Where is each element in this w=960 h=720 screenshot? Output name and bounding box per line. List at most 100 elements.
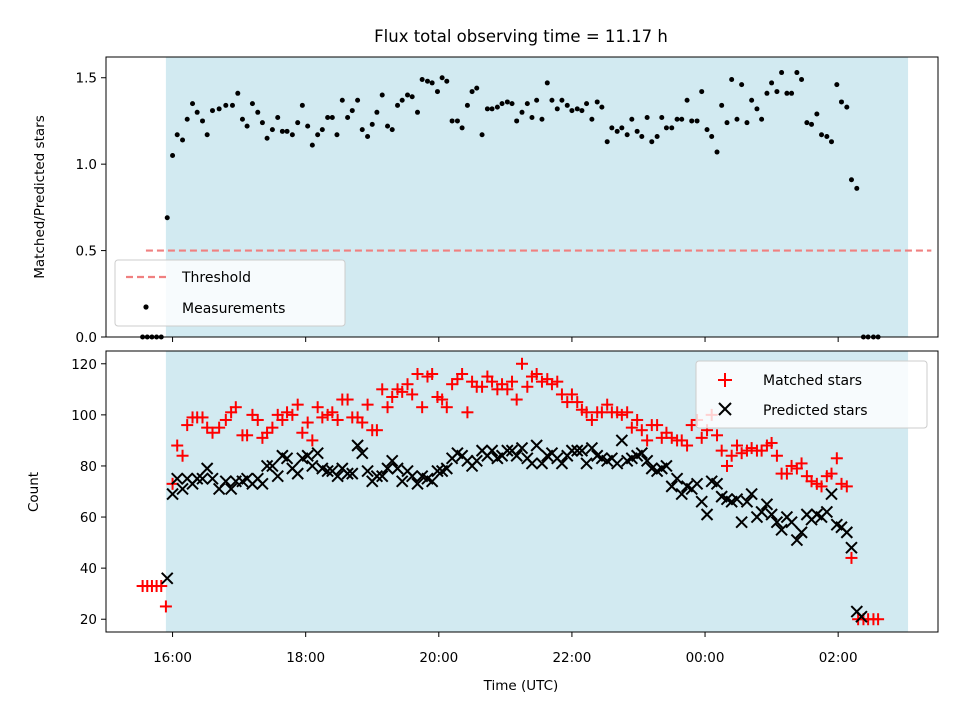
- predicted-star-point: [575, 444, 589, 457]
- predicted-star-point: [840, 526, 854, 539]
- measurement-point: [200, 118, 206, 124]
- matched-star-point: [476, 380, 489, 393]
- matched-star-point: [356, 416, 369, 429]
- predicted-star-point: [219, 475, 233, 488]
- predicted-star-point: [775, 523, 788, 537]
- measurement-point: [719, 102, 725, 108]
- measurement-point: [574, 106, 580, 112]
- predicted-star-point: [745, 487, 758, 501]
- bottom-y-tick-label: 40: [80, 561, 97, 577]
- matched-star-point: [461, 406, 474, 419]
- matched-star-point: [296, 426, 309, 439]
- x-tick-label: 18:00: [286, 650, 325, 666]
- matched-star-point: [545, 378, 558, 391]
- matched-star-point: [780, 467, 793, 480]
- top-y-tick-label: 0.5: [76, 244, 97, 260]
- predicted-star-point: [291, 467, 304, 480]
- matched-star-point: [246, 408, 259, 421]
- measurement-point: [295, 120, 301, 126]
- predicted-star-point: [280, 452, 294, 465]
- matched-star-point: [755, 444, 768, 457]
- measurement-point: [444, 78, 450, 84]
- measurement-point: [599, 104, 605, 110]
- matched-star-point: [770, 449, 783, 462]
- matched-star-point: [326, 406, 339, 419]
- measurement-point: [174, 132, 180, 138]
- matched-star-point: [715, 444, 728, 457]
- bottom-y-ticks: 20 40 60 80 100 120: [71, 357, 106, 628]
- measurement-point: [659, 114, 665, 120]
- top-y-tick-label: 1.5: [76, 71, 97, 87]
- predicted-star-point: [260, 459, 274, 473]
- measurement-point: [385, 123, 391, 129]
- measurement-point: [774, 89, 780, 95]
- measurement-point: [409, 94, 415, 100]
- matched-star-point: [805, 475, 818, 488]
- predicted-star-point: [675, 487, 688, 501]
- x-tick-label: 20:00: [419, 650, 458, 666]
- measurement-point: [663, 125, 669, 131]
- matched-star-point: [795, 457, 808, 470]
- matched-star-point: [530, 367, 543, 380]
- measurement-point: [424, 78, 430, 84]
- measurement-point: [284, 128, 290, 134]
- measurement-point: [834, 82, 840, 88]
- predicted-star-point: [376, 469, 389, 483]
- matched-star-point: [635, 424, 648, 437]
- measurement-point: [329, 114, 335, 120]
- measurement-point: [838, 99, 844, 105]
- matched-star-point: [815, 480, 828, 493]
- predicted-star-point: [485, 444, 499, 457]
- predicted-star-point: [341, 467, 354, 480]
- matched-star-point: [286, 408, 299, 421]
- measurement-point: [170, 153, 176, 159]
- matched-star-point: [411, 367, 424, 380]
- measurement-point: [479, 132, 485, 138]
- matched-star-point: [585, 413, 598, 426]
- matched-star-point: [386, 390, 399, 403]
- measurement-point: [229, 102, 235, 108]
- matched-star-point: [506, 375, 519, 388]
- measurement-point: [769, 80, 775, 86]
- x-tick-label: 00:00: [686, 650, 725, 666]
- predicted-star-point: [700, 508, 714, 521]
- predicted-star-point: [161, 572, 174, 585]
- measurement-point: [489, 106, 495, 112]
- measurement-point: [714, 149, 720, 155]
- matched-star-point: [872, 613, 885, 626]
- predicted-star-point: [795, 526, 808, 539]
- predicted-star-point: [571, 444, 584, 457]
- predicted-star-point: [820, 505, 834, 519]
- measurement-point: [848, 177, 854, 183]
- predicted-star-point: [196, 472, 209, 485]
- measurement-point: [509, 101, 515, 107]
- matched-star-point: [416, 401, 429, 414]
- measurement-point: [289, 132, 295, 138]
- bottom-legend: Matched stars Predicted stars: [695, 360, 928, 429]
- measurement-point: [449, 118, 455, 124]
- predicted-star-point: [565, 444, 579, 457]
- measurement-point: [389, 127, 395, 133]
- matched-star-point: [291, 398, 304, 411]
- matched-star-point: [675, 434, 688, 447]
- matched-star-point: [580, 406, 593, 419]
- legend-measurement-swatch: [143, 304, 149, 310]
- measurement-point: [474, 85, 480, 91]
- measurement-point: [223, 102, 229, 108]
- predicted-star-point: [224, 482, 238, 496]
- predicted-star-point: [301, 449, 314, 462]
- measurement-point: [619, 125, 625, 131]
- measurement-point: [249, 101, 255, 107]
- matched-star-point: [229, 401, 242, 414]
- measurement-point: [609, 125, 615, 131]
- predicted-star-point: [381, 462, 394, 475]
- predicted-star-point: [855, 610, 868, 623]
- measurement-point: [749, 97, 755, 103]
- measurement-point: [529, 114, 535, 120]
- predicted-star-point: [740, 495, 754, 508]
- matched-star-point: [401, 378, 414, 391]
- bottom-y-axis-label: Count: [26, 472, 42, 512]
- predicted-star-point: [515, 441, 529, 455]
- measurement-point: [359, 127, 365, 133]
- measurement-point: [269, 127, 275, 133]
